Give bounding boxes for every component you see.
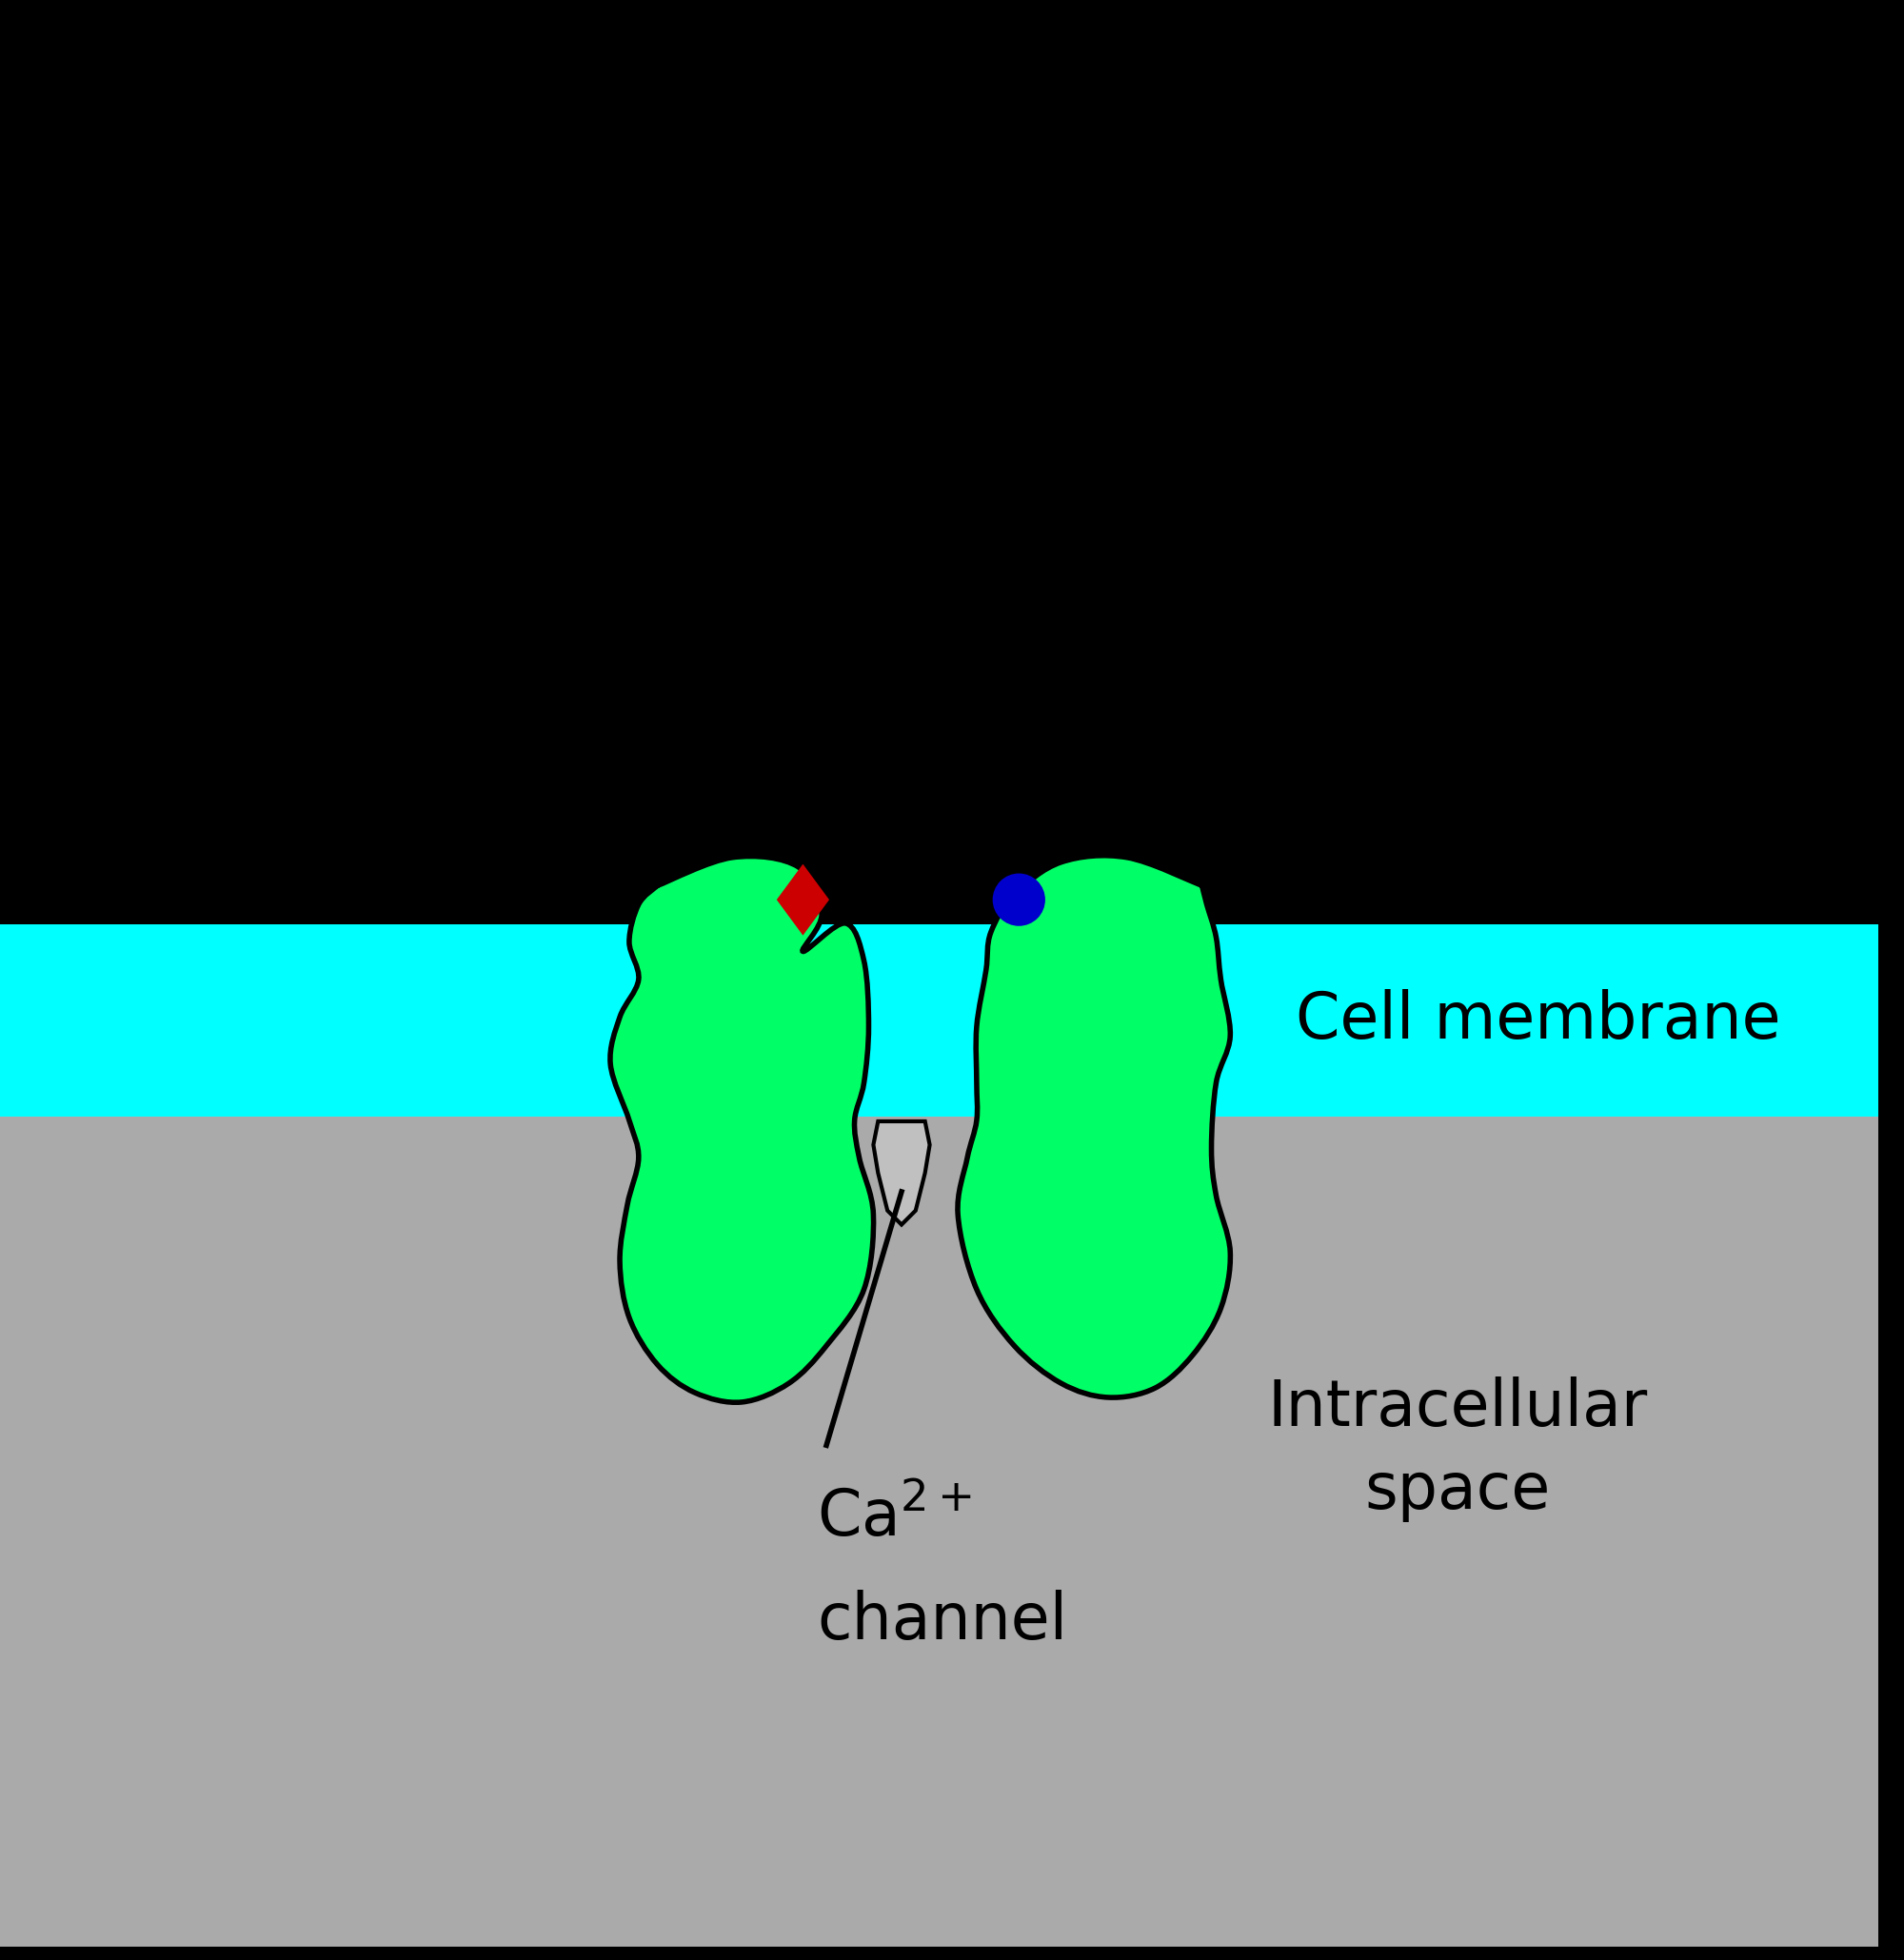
Text: channel: channel (817, 1590, 1068, 1652)
Text: Intracellular
space: Intracellular space (1268, 1376, 1647, 1521)
PathPatch shape (958, 857, 1230, 1397)
Polygon shape (874, 1121, 929, 1225)
PathPatch shape (609, 857, 874, 1403)
Bar (0, 923, 1877, 1117)
Text: Cell membrane: Cell membrane (1297, 990, 1780, 1053)
Bar (0, 1117, 1877, 1946)
Text: Ca$^{2+}$: Ca$^{2+}$ (817, 1486, 973, 1550)
Bar (0, 14, 1877, 923)
Bar (874, 737, 935, 923)
Circle shape (992, 874, 1045, 925)
Polygon shape (777, 864, 830, 935)
